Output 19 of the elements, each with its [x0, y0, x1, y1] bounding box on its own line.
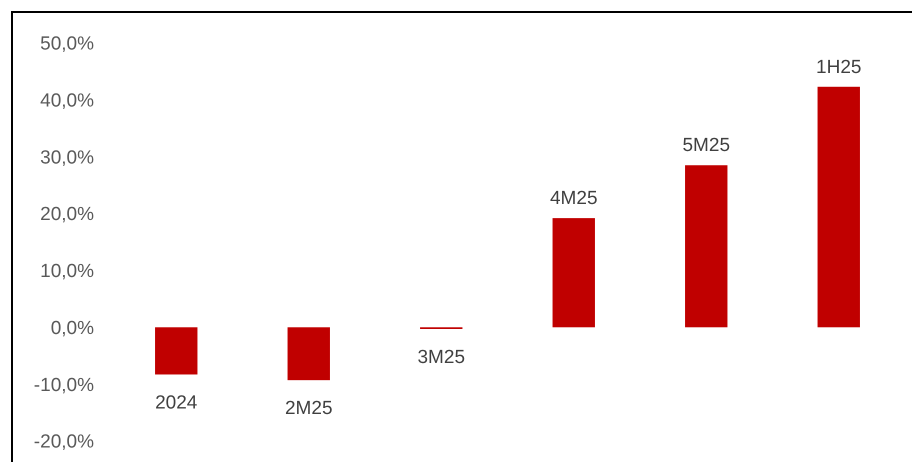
bar: [288, 327, 330, 380]
x-tick-label: 4M25: [550, 188, 598, 210]
x-tick-label: 2024: [155, 392, 198, 414]
x-tick-label: 2M25: [284, 398, 333, 420]
y-tick-label: 30,0%: [40, 147, 94, 168]
y-tick-label: 0,0%: [50, 318, 94, 339]
y-tick-label: 50,0%: [40, 34, 94, 55]
x-tick-label: 5M25: [682, 135, 730, 156]
y-tick-label: 40,0%: [40, 90, 94, 112]
x-tick-label: 3M25: [417, 346, 466, 368]
bar: [552, 218, 595, 328]
y-tick-label: -20,0%: [34, 432, 94, 453]
x-tick-label: 1H25: [816, 56, 862, 78]
y-tick-label: -10,0%: [34, 374, 94, 396]
y-tick-label: 20,0%: [40, 204, 94, 226]
bar: [818, 86, 860, 328]
bar: [685, 165, 728, 328]
bar: [155, 327, 198, 374]
y-tick-label: 10,0%: [40, 261, 94, 282]
